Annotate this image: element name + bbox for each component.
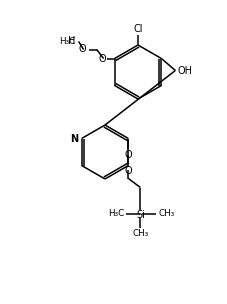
Text: H: H (68, 36, 76, 47)
Text: O: O (125, 150, 132, 161)
Text: CH₃: CH₃ (132, 230, 148, 239)
Text: CH₃: CH₃ (158, 209, 175, 218)
Text: N: N (71, 133, 79, 143)
Text: H₃C: H₃C (59, 37, 76, 46)
Text: Si: Si (136, 210, 145, 220)
Text: O: O (125, 165, 132, 175)
Text: O: O (99, 54, 107, 64)
Text: OH: OH (177, 67, 192, 77)
Text: O: O (79, 44, 87, 54)
Text: Cl: Cl (133, 24, 143, 34)
Text: H₃C: H₃C (108, 209, 124, 218)
